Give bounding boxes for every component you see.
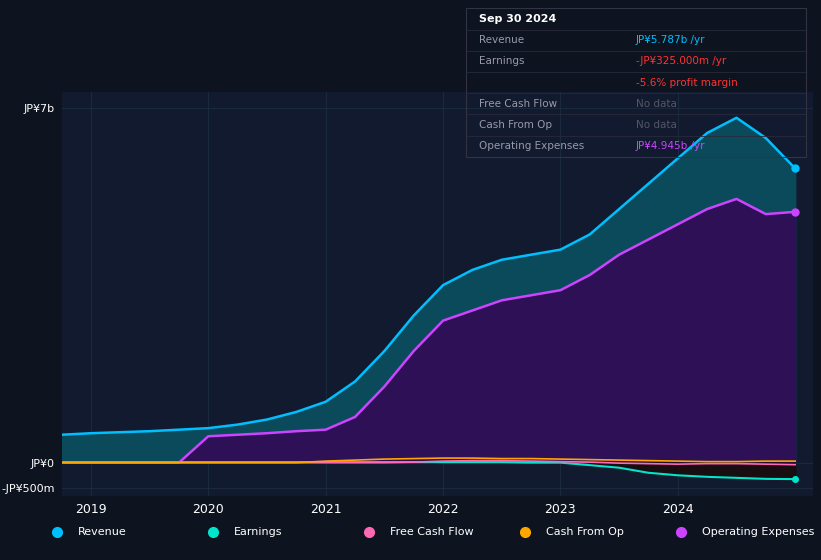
Text: -5.6% profit margin: -5.6% profit margin xyxy=(635,78,737,87)
Text: Sep 30 2024: Sep 30 2024 xyxy=(479,14,557,24)
Text: -JP¥325.000m /yr: -JP¥325.000m /yr xyxy=(635,57,726,67)
Text: Revenue: Revenue xyxy=(479,35,525,45)
Text: No data: No data xyxy=(635,120,677,130)
Text: Cash From Op: Cash From Op xyxy=(546,527,624,537)
Text: JP¥5.787b /yr: JP¥5.787b /yr xyxy=(635,35,705,45)
Text: Operating Expenses: Operating Expenses xyxy=(479,141,585,151)
Text: JP¥4.945b /yr: JP¥4.945b /yr xyxy=(635,141,705,151)
Text: Operating Expenses: Operating Expenses xyxy=(702,527,814,537)
Text: Revenue: Revenue xyxy=(78,527,126,537)
Text: Free Cash Flow: Free Cash Flow xyxy=(479,99,557,109)
Text: Earnings: Earnings xyxy=(234,527,282,537)
Text: No data: No data xyxy=(635,99,677,109)
Text: Earnings: Earnings xyxy=(479,57,525,67)
Text: Cash From Op: Cash From Op xyxy=(479,120,553,130)
Text: Free Cash Flow: Free Cash Flow xyxy=(390,527,474,537)
